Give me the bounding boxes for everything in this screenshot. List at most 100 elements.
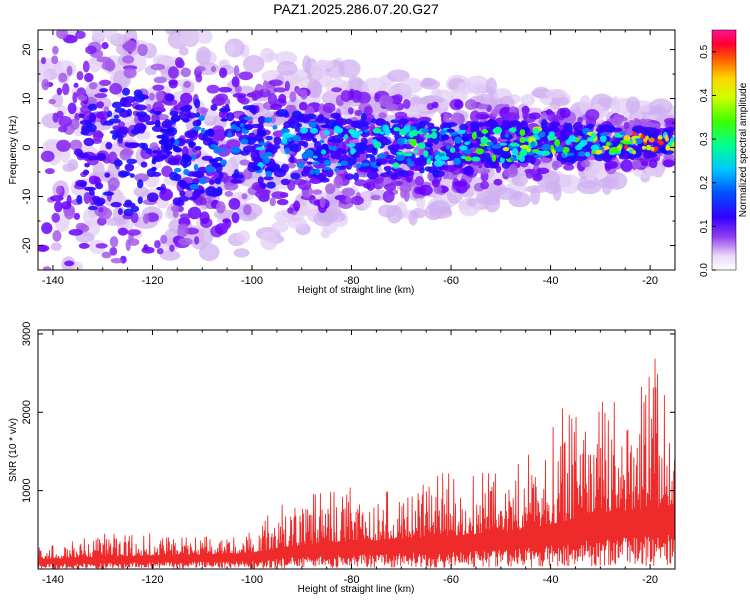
heatmap-cell — [199, 196, 207, 206]
heatmap-cell — [243, 116, 252, 121]
heatmap-cells — [38, 30, 675, 270]
heatmap-cell — [88, 205, 98, 211]
heatmap-cell — [160, 234, 168, 245]
heatmap-cell — [88, 112, 97, 123]
heatmap-cell — [632, 126, 638, 132]
heatmap-cell — [351, 148, 357, 154]
heatmap-cell — [165, 30, 177, 35]
heatmap-cell — [419, 95, 445, 105]
heatmap-cell — [410, 138, 417, 147]
heatmap-cell — [566, 122, 573, 132]
heatmap-cell — [265, 170, 273, 178]
heatmap-cell — [40, 56, 47, 65]
heatmap-cell — [252, 165, 261, 171]
heatmap-cell — [510, 127, 516, 134]
heatmap-cell — [540, 119, 548, 129]
x-tick-label: -100 — [241, 574, 263, 586]
heatmap-cell — [66, 65, 73, 76]
heatmap-cell — [85, 45, 97, 55]
heatmap-cell — [126, 142, 140, 149]
heatmap-cell — [215, 93, 229, 102]
heatmap-cell — [350, 120, 358, 127]
heatmap-cell — [101, 251, 112, 259]
heatmap-cell — [508, 164, 518, 175]
heatmap-cell — [156, 134, 165, 139]
heatmap-cell — [104, 172, 111, 178]
heatmap-cell — [462, 160, 473, 165]
heatmap-cell — [163, 144, 173, 151]
heatmap-cell — [428, 207, 453, 219]
heatmap-cell — [511, 148, 519, 156]
heatmap-cell — [335, 174, 341, 186]
heatmap-cell — [52, 230, 62, 242]
heatmap-cell — [306, 161, 313, 165]
heatmap-cell — [133, 122, 147, 132]
heatmap-cell — [192, 190, 201, 199]
heatmap-cell — [264, 117, 273, 124]
heatmap-cell — [449, 147, 456, 153]
heatmap-cell — [278, 93, 287, 104]
heatmap-cell — [57, 126, 68, 133]
heatmap-cell — [466, 197, 477, 207]
heatmap-cell — [414, 103, 431, 112]
heatmap-cell — [397, 137, 405, 145]
heatmap-cell — [248, 161, 254, 168]
heatmap-cell — [403, 125, 411, 133]
heatmap-cell — [519, 150, 528, 157]
heatmap-cell — [318, 59, 334, 70]
heatmap-cell — [156, 186, 164, 191]
heatmap-cell — [308, 150, 314, 157]
heatmap-cell — [528, 112, 541, 120]
heatmap-cell — [210, 144, 218, 149]
heatmap-cell — [499, 142, 508, 146]
heatmap-cell — [311, 161, 321, 166]
heatmap-cell — [559, 107, 571, 119]
heatmap-cell — [91, 195, 101, 202]
heatmap-cell — [577, 151, 586, 157]
heatmap-cell — [216, 186, 223, 196]
heatmap-cell — [84, 162, 90, 168]
heatmap-cell — [109, 236, 119, 248]
heatmap-cell — [129, 173, 135, 178]
heatmap-cell — [456, 129, 466, 135]
heatmap-cell — [110, 257, 123, 264]
heatmap-cell — [66, 194, 72, 206]
heatmap-cell — [122, 202, 136, 208]
heatmap-cell — [378, 204, 398, 218]
heatmap-cell — [293, 178, 307, 186]
heatmap-cell — [69, 139, 83, 151]
heatmap-cell — [88, 175, 99, 185]
heatmap-cell — [174, 56, 184, 68]
heatmap-cell — [619, 131, 627, 136]
heatmap-cell — [370, 194, 381, 201]
heatmap-cell — [243, 204, 252, 216]
heatmap-cell — [214, 177, 222, 185]
heatmap-cell — [618, 154, 631, 160]
heatmap-cell — [399, 131, 407, 136]
heatmap-y-ticks: -20 -10 0 10 20 — [21, 43, 675, 271]
heatmap-cell — [623, 121, 630, 129]
heatmap-cell — [392, 162, 400, 169]
heatmap-cell — [309, 127, 319, 134]
heatmap-cell — [239, 159, 251, 166]
heatmap-cell — [403, 152, 413, 157]
heatmap-cell — [206, 84, 220, 94]
heatmap-cell — [418, 184, 433, 196]
heatmap-cell — [102, 191, 115, 196]
x-tick-label: -60 — [443, 275, 459, 287]
heatmap-cell — [501, 153, 512, 159]
heatmap-cell — [365, 178, 376, 185]
heatmap-cell — [119, 148, 132, 161]
heatmap-cell — [238, 71, 254, 81]
heatmap-cell — [113, 114, 120, 119]
heatmap-cell — [44, 168, 55, 175]
heatmap-cell — [295, 87, 303, 95]
heatmap-cell — [599, 135, 607, 143]
heatmap-cell — [246, 135, 257, 145]
heatmap-cell — [400, 188, 407, 199]
heatmap-cell — [260, 231, 278, 251]
heatmap-cell — [228, 198, 241, 210]
heatmap-cell — [194, 146, 202, 151]
heatmap-cell — [323, 129, 331, 136]
colorbar-ticks: 0.0 0.1 0.2 0.3 0.4 0.5 — [699, 44, 716, 277]
